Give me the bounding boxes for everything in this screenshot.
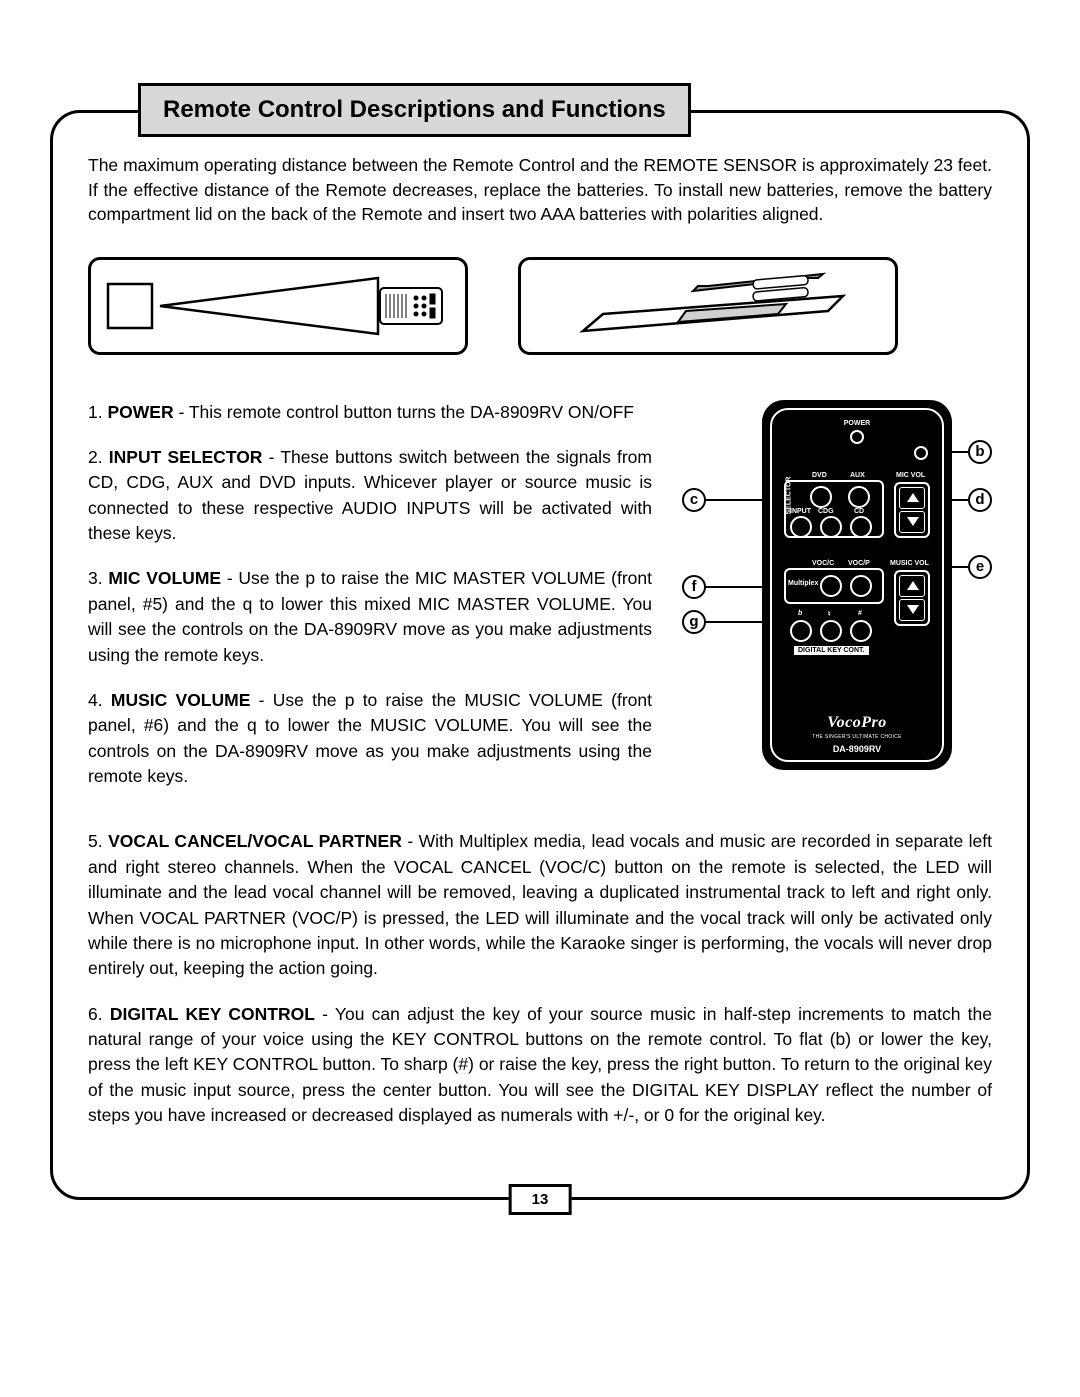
callout-c: c	[682, 488, 706, 512]
btn-micvol-up[interactable]	[899, 487, 925, 509]
label-cdg: CDG	[818, 508, 834, 515]
page-number: 13	[509, 1184, 572, 1215]
label-input: INPUT	[790, 508, 811, 515]
callout-f: f	[682, 575, 706, 599]
diagram-row	[88, 257, 992, 355]
brand-sub: THE SINGER'S ULTIMATE CHOICE	[772, 734, 942, 740]
callout-b: b	[968, 440, 992, 464]
label-vocc: VOC/C	[812, 560, 834, 567]
label-micvol: MIC VOL	[896, 472, 925, 479]
btn-key-nat[interactable]	[820, 620, 842, 642]
callout-g: g	[682, 610, 706, 634]
item-2: 2. INPUT SELECTOR - These buttons switch…	[88, 445, 652, 547]
btn-aux[interactable]	[848, 486, 870, 508]
btn-vocc[interactable]	[820, 575, 842, 597]
label-cd: CD	[854, 508, 864, 515]
label-nat: ♮	[828, 610, 831, 618]
full-width-text: 5. VOCAL CANCEL/VOCAL PARTNER - With Mul…	[88, 829, 992, 1128]
btn-musicvol-down[interactable]	[899, 599, 925, 621]
callout-e: e	[968, 555, 992, 579]
brand: VocoPro	[772, 714, 942, 732]
content-row: 1. POWER - This remote control button tu…	[88, 400, 992, 810]
remote-column: c f g b d e POWER DVD AUX	[682, 400, 992, 810]
section-title: Remote Control Descriptions and Function…	[138, 83, 691, 137]
label-multiplex: Multiplex	[788, 580, 818, 587]
lead-g	[706, 621, 762, 623]
label-power: POWER	[772, 420, 942, 427]
btn-micvol-down[interactable]	[899, 511, 925, 533]
btn-cd[interactable]	[850, 516, 872, 538]
remote-body: POWER DVD AUX SELECTOR INPUT CDG CD	[762, 400, 952, 770]
item-3: 3. MIC VOLUME - Use the p to raise the M…	[88, 566, 652, 668]
intro-paragraph: The maximum operating distance between t…	[88, 153, 992, 227]
micvol-box	[894, 482, 930, 538]
btn-dvd[interactable]	[810, 486, 832, 508]
label-sharp: #	[858, 610, 862, 617]
lead-f	[706, 586, 762, 588]
label-dvd: DVD	[812, 472, 827, 479]
label-aux: AUX	[850, 472, 865, 479]
diagram-signal	[88, 257, 468, 355]
btn-led	[850, 430, 864, 444]
text-column: 1. POWER - This remote control button tu…	[88, 400, 652, 810]
item-1: 1. POWER - This remote control button tu…	[88, 400, 652, 425]
item-5: 5. VOCAL CANCEL/VOCAL PARTNER - With Mul…	[88, 829, 992, 981]
diagram-battery	[518, 257, 898, 355]
btn-key-flat[interactable]	[790, 620, 812, 642]
label-vocp: VOC/P	[848, 560, 870, 567]
btn-key-sharp[interactable]	[850, 620, 872, 642]
btn-cdg[interactable]	[820, 516, 842, 538]
callout-d: d	[968, 488, 992, 512]
label-flat: b	[798, 610, 802, 617]
btn-musicvol-up[interactable]	[899, 575, 925, 597]
label-musicvol: MUSIC VOL	[890, 560, 929, 567]
item-6: 6. DIGITAL KEY CONTROL - You can adjust …	[88, 1002, 992, 1129]
btn-input[interactable]	[790, 516, 812, 538]
btn-power[interactable]	[914, 446, 928, 460]
model: DA-8909RV	[772, 744, 942, 754]
remote-inner: POWER DVD AUX SELECTOR INPUT CDG CD	[770, 408, 944, 762]
musicvol-box	[894, 570, 930, 626]
page-frame: Remote Control Descriptions and Function…	[50, 110, 1030, 1200]
label-keycont: DIGITAL KEY CONT.	[794, 646, 869, 655]
btn-vocp[interactable]	[850, 575, 872, 597]
item-4: 4. MUSIC VOLUME - Use the p to raise the…	[88, 688, 652, 790]
lead-c	[706, 499, 762, 501]
